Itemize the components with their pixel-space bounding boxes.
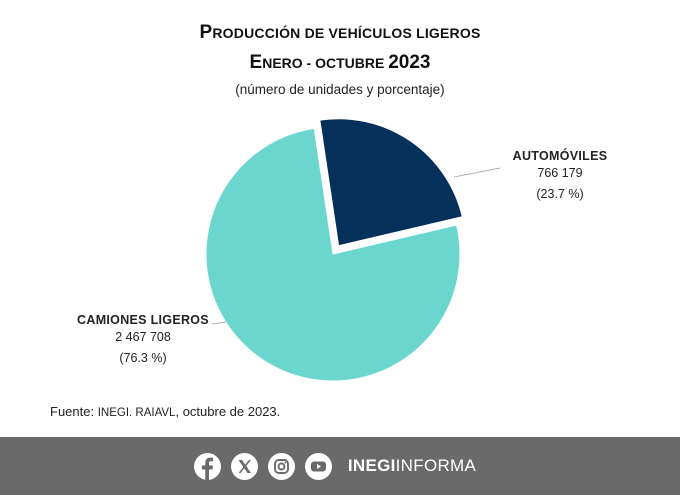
chart-title-period: ENERO - OCTUBRE 2023 xyxy=(249,52,431,73)
slice-name-camiones-ligeros: CAMIONES LIGEROS xyxy=(77,313,209,327)
facebook-icon[interactable] xyxy=(193,452,221,480)
leader-line-automoviles xyxy=(453,167,501,178)
instagram-icon[interactable] xyxy=(267,452,295,480)
pie-slice-camiones-ligeros xyxy=(205,127,461,382)
slice-value-automoviles: 766 179 xyxy=(537,166,583,180)
slice-name-automoviles: AUTOMÓVILES xyxy=(512,149,608,163)
leader-line-camiones-ligeros xyxy=(211,321,227,325)
slice-percent-camiones-ligeros: (76.3 %) xyxy=(119,351,167,365)
chart-subtitle: (número de unidades y porcentaje) xyxy=(235,82,445,97)
social-links: INEGIINFORMA xyxy=(193,452,477,480)
data-label-camiones-ligeros: CAMIONES LIGEROS 2 467 708 (76.3 %) xyxy=(62,312,224,367)
pie-slice-automoviles xyxy=(319,118,463,247)
pie-chart xyxy=(205,118,501,382)
slice-value-camiones-ligeros: 2 467 708 xyxy=(115,330,171,344)
youtube-icon[interactable] xyxy=(304,452,332,480)
chart-title: PRODUCCIÓN DE VEHÍCULOS LIGEROS xyxy=(199,22,481,43)
source-note: Fuente: INEGI. RAIAVL, octubre de 2023. xyxy=(50,404,281,419)
inegi-informa-logo: INEGIINFORMA xyxy=(347,456,477,475)
data-label-automoviles: AUTOMÓVILES 766 179 (23.7 %) xyxy=(500,148,620,203)
chart-title-block: PRODUCCIÓN DE VEHÍCULOS LIGEROS ENERO - … xyxy=(0,20,680,97)
x-icon[interactable] xyxy=(230,452,258,480)
footer-bar: INEGIINFORMA xyxy=(0,437,680,495)
slice-percent-automoviles: (23.7 %) xyxy=(536,187,584,201)
